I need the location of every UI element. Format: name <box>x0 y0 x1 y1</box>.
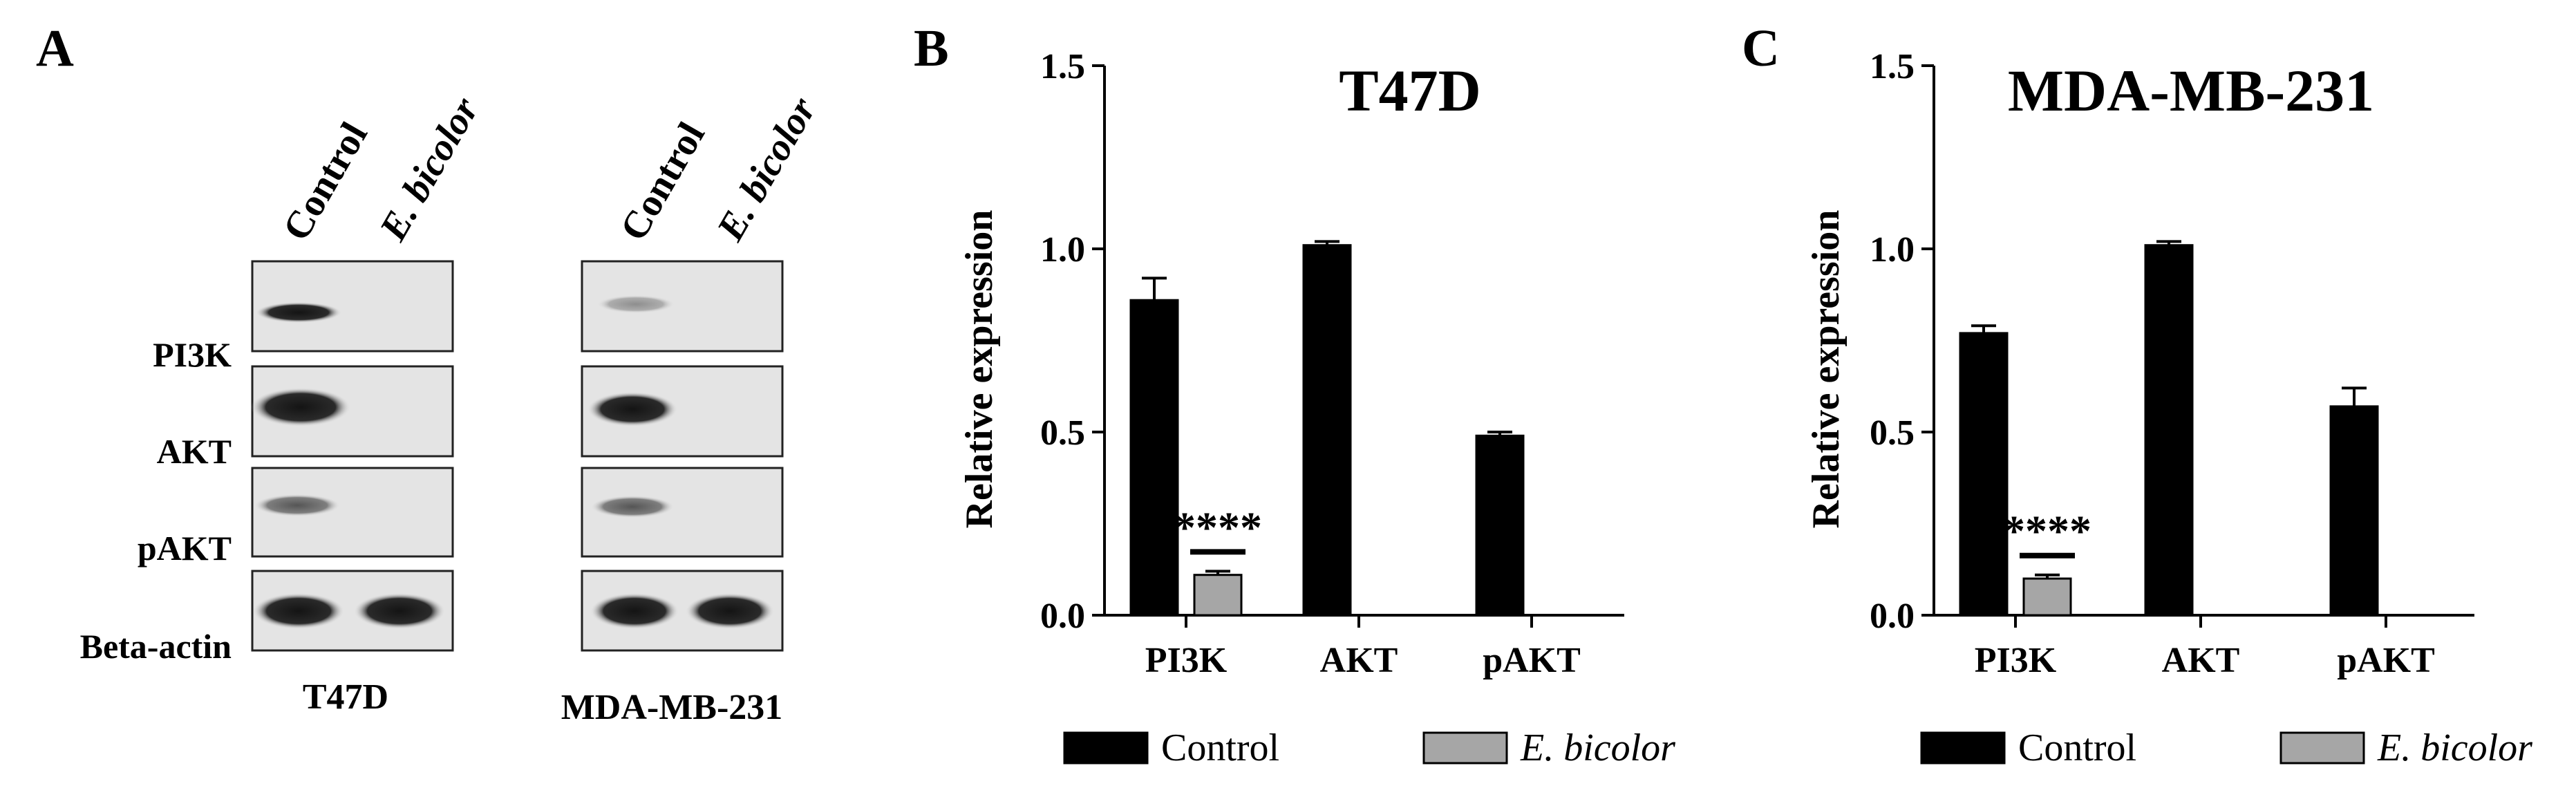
bar-pakt-control <box>1475 434 1525 617</box>
chart-t47d: B T47D Relative expression 0.0 0.5 1.0 1.5 P… <box>914 19 1675 769</box>
chart-legend: Control E. bicolor <box>1920 726 2532 769</box>
panel-b-letter: B <box>914 19 949 77</box>
band-beta-actin-treated <box>354 593 445 629</box>
legend-label-e-bicolor: E. bicolor <box>2377 726 2532 769</box>
legend-swatch-e-bicolor <box>1422 731 1508 765</box>
legend-label-control: Control <box>2018 726 2136 769</box>
significance-label: **** <box>1174 503 1262 552</box>
legend-swatch-control <box>1063 731 1149 765</box>
legend-swatch-e-bicolor <box>2279 731 2365 765</box>
chart-title: MDA-MB-231 <box>2008 57 2374 124</box>
band-akt-control <box>251 388 350 426</box>
band-akt-control <box>587 392 677 426</box>
lane-label-control: Control <box>275 115 377 248</box>
row-label-pakt: pAKT <box>138 529 232 568</box>
blot-box-akt <box>581 365 784 458</box>
y-tick-label: 1.5 <box>1870 47 1915 86</box>
chart-axes: 0.0 0.5 1.0 1.5 PI3K AKT pAKT <box>1870 47 2474 680</box>
x-tick-label: PI3K <box>1975 641 2057 680</box>
bar-pi3k-control <box>1129 299 1179 617</box>
x-tick-label: AKT <box>2162 641 2240 680</box>
row-label-akt: AKT <box>157 432 232 471</box>
blot-caption-t47d: T47D <box>303 677 388 717</box>
blot-t47d: Control E. bicolor T47D <box>251 90 487 717</box>
band-pakt-control <box>591 496 674 518</box>
band-pakt-control <box>254 494 340 516</box>
legend-swatch-control <box>1920 731 2006 765</box>
panel-c-letter: C <box>1742 19 1780 77</box>
blot-caption-mda-mb-231: MDA-MB-231 <box>561 688 783 727</box>
x-tick-label: pAKT <box>1483 641 1581 680</box>
lane-label-e-bicolor: E. bicolor <box>708 90 825 249</box>
chart-bars: **** <box>1959 240 2379 617</box>
row-label-pi3k: PI3K <box>153 335 232 374</box>
y-tick-label: 1.0 <box>1040 230 1085 270</box>
y-tick-label: 1.5 <box>1040 47 1085 86</box>
lane-label-control: Control <box>612 115 714 248</box>
significance-label: **** <box>2003 507 2091 556</box>
panel-a: A PI3K AKT pAKT Beta-actin Control E. bi… <box>36 19 825 727</box>
chart-title: T47D <box>1339 57 1480 124</box>
band-beta-actin-control <box>590 593 679 629</box>
band-beta-actin-treated <box>686 593 774 629</box>
bar-akt-control <box>1302 244 1352 617</box>
bar-akt-control <box>2144 244 2194 617</box>
band-pi3k-control <box>256 302 341 323</box>
bar-pi3k-e-bicolor <box>2022 577 2072 617</box>
chart-legend: Control E. bicolor <box>1063 726 1675 769</box>
blot-mda-mb-231: Control E. bicolor MDA-MB-231 <box>561 90 825 727</box>
bar-pi3k-e-bicolor <box>1193 574 1243 617</box>
bar-pi3k-control <box>1959 332 2009 617</box>
bar-pakt-control <box>2329 405 2379 617</box>
x-tick-label: AKT <box>1320 641 1398 680</box>
lane-label-e-bicolor: E. bicolor <box>371 90 487 249</box>
row-label-beta-actin: Beta-actin <box>80 627 232 666</box>
chart-mda-mb-231: C MDA-MB-231 Relative expression 0.0 0.5 1… <box>1742 19 2532 769</box>
chart-axes: 0.0 0.5 1.0 1.5 PI3K AKT pAKT <box>1040 47 1624 680</box>
y-tick-label: 0.0 <box>1870 597 1915 636</box>
y-axis-label: Relative expression <box>1805 210 1848 529</box>
x-tick-label: pAKT <box>2337 641 2435 680</box>
y-tick-label: 0.0 <box>1040 597 1085 636</box>
chart-bars: **** <box>1129 240 1525 617</box>
y-axis-label: Relative expression <box>958 210 1001 529</box>
legend-label-e-bicolor: E. bicolor <box>1520 726 1675 769</box>
y-tick-label: 0.5 <box>1040 413 1085 453</box>
y-tick-label: 0.5 <box>1870 413 1915 453</box>
y-tick-label: 1.0 <box>1870 230 1915 270</box>
x-tick-label: PI3K <box>1145 641 1228 680</box>
band-beta-actin-control <box>253 593 344 629</box>
legend-label-control: Control <box>1161 726 1279 769</box>
panel-a-letter: A <box>36 19 74 77</box>
band-pi3k-control <box>597 295 675 313</box>
